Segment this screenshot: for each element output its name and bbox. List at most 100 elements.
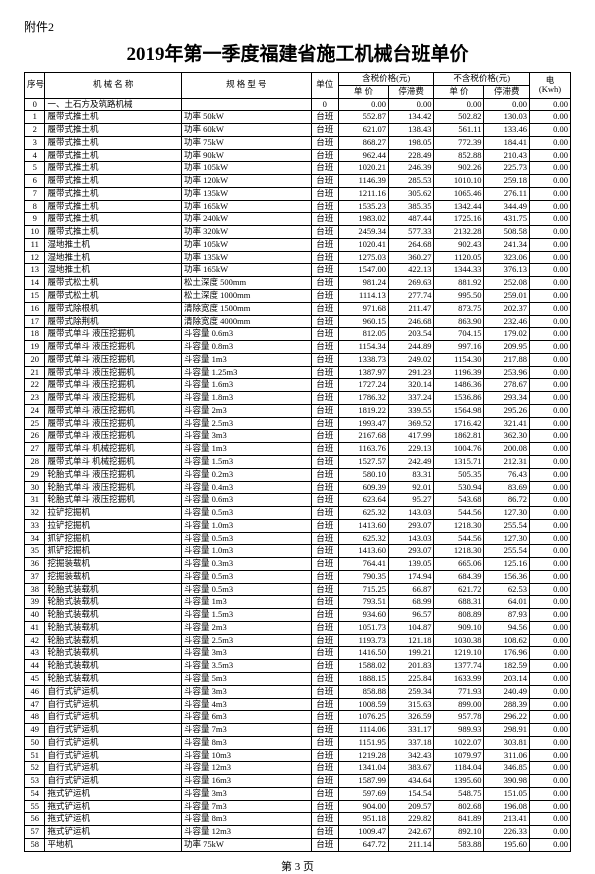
cell-unit: 台班	[311, 762, 338, 775]
cell-spec: 斗容量 5m3	[181, 672, 311, 685]
cell-e: 0.00	[529, 226, 570, 239]
cell-unit: 台班	[311, 724, 338, 737]
cell-unit: 台班	[311, 353, 338, 366]
cell-name: 履带式单斗 机械挖掘机	[45, 443, 181, 456]
cell-f2: 127.30	[484, 507, 530, 520]
cell-p2: 1030.38	[434, 634, 484, 647]
cell-f2: 209.95	[484, 341, 530, 354]
cell-spec: 功率 320kW	[181, 226, 311, 239]
table-row: 42轮胎式装载机斗容量 2.5m3台班1193.73121.181030.381…	[25, 634, 571, 647]
cell-unit: 台班	[311, 213, 338, 226]
cell-e: 0.00	[529, 787, 570, 800]
table-row: 45轮胎式装载机斗容量 5m3台班1888.15225.841633.99203…	[25, 672, 571, 685]
cell-p2: 772.39	[434, 136, 484, 149]
cell-p1: 1387.97	[338, 366, 388, 379]
cell-unit: 台班	[311, 621, 338, 634]
cell-e: 0.00	[529, 621, 570, 634]
cell-f1: 339.55	[388, 404, 434, 417]
cell-name: 履带式除荆机	[45, 315, 181, 328]
table-row: 6履带式推土机功率 120kW台班1146.39285.531010.10259…	[25, 175, 571, 188]
cell-p2: 808.89	[434, 609, 484, 622]
table-row: 39轮胎式装载机斗容量 1m3台班793.5168.99688.3164.010…	[25, 596, 571, 609]
cell-f2: 87.93	[484, 609, 530, 622]
cell-spec: 功率 105kW	[181, 162, 311, 175]
cell-spec: 功率 120kW	[181, 175, 311, 188]
cell-p2: 1862.81	[434, 430, 484, 443]
cell-name: 自行式铲运机	[45, 749, 181, 762]
table-row: 10履带式推土机功率 320kW台班2459.34577.332132.2850…	[25, 226, 571, 239]
cell-f1: 244.89	[388, 341, 434, 354]
cell-seq: 46	[25, 685, 45, 698]
table-row: 33拉铲挖掘机斗容量 1.0m3台班1413.60293.071218.3025…	[25, 519, 571, 532]
cell-seq: 19	[25, 341, 45, 354]
cell-p2: 1184.04	[434, 762, 484, 775]
cell-name: 履带式单斗 液压挖掘机	[45, 430, 181, 443]
cell-f2: 278.67	[484, 379, 530, 392]
cell-f2: 184.41	[484, 136, 530, 149]
cell-e: 0.00	[529, 455, 570, 468]
cell-seq: 31	[25, 494, 45, 507]
cell-p1: 951.18	[338, 813, 388, 826]
cell-name: 自行式铲运机	[45, 736, 181, 749]
cell-unit: 台班	[311, 430, 338, 443]
table-row: 50自行式铲运机斗容量 8m3台班1151.95337.181022.07303…	[25, 736, 571, 749]
cell-p2: 902.43	[434, 238, 484, 251]
cell-f1: 143.03	[388, 507, 434, 520]
cell-seq: 16	[25, 302, 45, 315]
table-row: 44轮胎式装载机斗容量 3.5m3台班1588.02201.831377.741…	[25, 660, 571, 673]
cell-p2: 1633.99	[434, 672, 484, 685]
cell-seq: 26	[25, 430, 45, 443]
cell-spec: 斗容量 1.6m3	[181, 379, 311, 392]
cell-spec: 斗容量 2.5m3	[181, 417, 311, 430]
cell-p1: 1587.99	[338, 775, 388, 788]
cell-spec: 斗容量 0.5m3	[181, 570, 311, 583]
table-header: 序号 机 械 名 称 规 格 型 号 单位 含税价格(元) 不含税价格(元) 电…	[25, 73, 571, 99]
cell-f2: 83.69	[484, 481, 530, 494]
table-row: 56拖式铲运机斗容量 8m3台班951.18229.82841.89213.41…	[25, 813, 571, 826]
hdr-idle-2: 停滞费	[484, 85, 530, 98]
cell-name: 抓铲挖掘机	[45, 532, 181, 545]
cell-e: 0.00	[529, 302, 570, 315]
cell-seq: 39	[25, 596, 45, 609]
cell-unit: 台班	[311, 277, 338, 290]
cell-e: 0.00	[529, 749, 570, 762]
cell-name: 自行式铲运机	[45, 775, 181, 788]
hdr-price-1: 单 价	[338, 85, 388, 98]
table-row: 54拖式铲运机斗容量 3m3台班597.69154.54548.75151.05…	[25, 787, 571, 800]
cell-seq: 37	[25, 570, 45, 583]
cell-p1: 2459.34	[338, 226, 388, 239]
cell-spec: 斗容量 1m3	[181, 353, 311, 366]
cell-spec: 功率 135kW	[181, 251, 311, 264]
cell-spec: 斗容量 8m3	[181, 813, 311, 826]
cell-seq: 32	[25, 507, 45, 520]
cell-p1: 858.88	[338, 685, 388, 698]
cell-p1: 1819.22	[338, 404, 388, 417]
page-footer: 第 3 页	[24, 858, 571, 874]
cell-e: 0.00	[529, 775, 570, 788]
cell-seq: 36	[25, 558, 45, 571]
cell-f1: 203.54	[388, 328, 434, 341]
cell-unit: 台班	[311, 315, 338, 328]
cell-f2: 276.11	[484, 187, 530, 200]
cell-f1: 104.87	[388, 621, 434, 634]
cell-spec: 斗容量 0.5m3	[181, 532, 311, 545]
table-row: 52自行式铲运机斗容量 12m3台班1341.04383.671184.0434…	[25, 762, 571, 775]
cell-p1: 1993.47	[338, 417, 388, 430]
cell-p2: 1486.36	[434, 379, 484, 392]
cell-p1: 1219.28	[338, 749, 388, 762]
cell-p1: 960.15	[338, 315, 388, 328]
cell-seq: 51	[25, 749, 45, 762]
page-title: 2019年第一季度福建省施工机械台班单价	[24, 39, 571, 66]
cell-unit: 台班	[311, 660, 338, 673]
cell-seq: 52	[25, 762, 45, 775]
cell-name: 轮胎式装载机	[45, 621, 181, 634]
cell-p1: 1020.21	[338, 162, 388, 175]
cell-spec: 斗容量 3m3	[181, 647, 311, 660]
table-row: 1履带式推土机功率 50kW台班552.87134.42502.82130.03…	[25, 111, 571, 124]
cell-name: 湿地推土机	[45, 251, 181, 264]
table-body: 0一、土石方及筑路机械00.000.000.000.000.001履带式推土机功…	[25, 98, 571, 851]
cell-seq: 24	[25, 404, 45, 417]
cell-p2: 1022.07	[434, 736, 484, 749]
cell-f2: 176.96	[484, 647, 530, 660]
cell-unit: 台班	[311, 238, 338, 251]
